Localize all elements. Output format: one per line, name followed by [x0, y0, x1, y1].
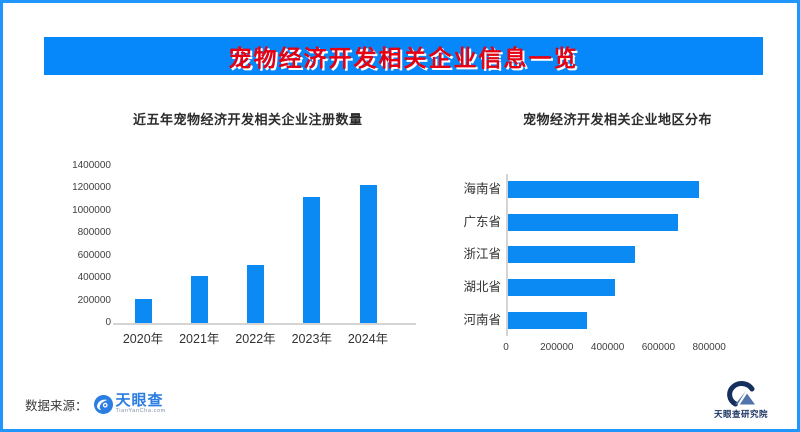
tianyancha-logo: 天眼查 TianYanCha.com [93, 392, 166, 415]
region-chart-title: 宠物经济开发相关企业地区分布 [523, 112, 713, 127]
x-tick-label: 600000 [641, 342, 676, 353]
bar [508, 181, 699, 198]
bar [508, 213, 679, 231]
institute-icon [724, 380, 758, 407]
tianyancha-eye-icon [93, 394, 113, 414]
data-source: 数据来源： 天眼查 TianYanCha.com [25, 391, 166, 417]
category-label: 2021年 [179, 332, 220, 346]
tianyancha-logo-text: 天眼查 [115, 392, 164, 410]
registrations-chart-title: 近五年宠物经济开发相关企业注册数量 [133, 112, 363, 127]
data-source-label: 数据来源： [25, 398, 88, 413]
bar [134, 299, 152, 323]
tianyancha-logo-url: TianYanCha.com [115, 408, 166, 415]
region-bar-chart: 海南省广东省浙江省湖北省河南省 0 200000 400000 600000 800000 [443, 158, 788, 358]
page-title: 宠物经济开发相关企业信息一览 [228, 45, 579, 71]
category-label: 浙江省 [463, 247, 501, 262]
bar [247, 264, 264, 323]
category-label: 2023年 [291, 332, 332, 346]
bar [190, 275, 208, 323]
y-tick-label: 1200000 [72, 182, 111, 194]
y-tick-label: 0 [105, 317, 111, 328]
y-tick-label: 200000 [77, 294, 111, 306]
y-tick-label: 1400000 [72, 160, 111, 171]
institute-logo: 天眼查研究院 [709, 380, 773, 420]
category-label: 河南省 [463, 312, 501, 327]
bar [508, 279, 615, 297]
bar [359, 185, 377, 323]
y-tick-label: 1000000 [72, 204, 111, 216]
banner: 宠物经济开发相关企业信息一览 [44, 37, 763, 75]
institute-name: 天眼查研究院 [713, 409, 768, 419]
bar [508, 311, 587, 329]
category-label: 2022年 [235, 332, 276, 346]
bar [508, 246, 635, 264]
x-tick-label: 0 [503, 342, 509, 353]
category-label: 2020年 [122, 332, 164, 346]
category-label: 广东省 [463, 214, 501, 229]
x-axis-line [113, 323, 416, 325]
x-tick-label: 400000 [590, 342, 625, 353]
category-label: 海南省 [463, 182, 501, 196]
bar [303, 197, 321, 323]
y-tick-label: 600000 [77, 249, 111, 261]
category-label: 2024年 [347, 332, 389, 346]
x-tick-label: 200000 [540, 342, 574, 353]
y-tick-label: 400000 [77, 272, 111, 284]
category-label: 湖北省 [463, 280, 501, 295]
x-tick-label: 800000 [692, 342, 726, 353]
y-tick-label: 800000 [77, 227, 111, 239]
registrations-bar-chart: 0 200000 400000 600000 800000 1000000 1200000 1… [63, 158, 428, 358]
y-axis-line [506, 174, 508, 336]
